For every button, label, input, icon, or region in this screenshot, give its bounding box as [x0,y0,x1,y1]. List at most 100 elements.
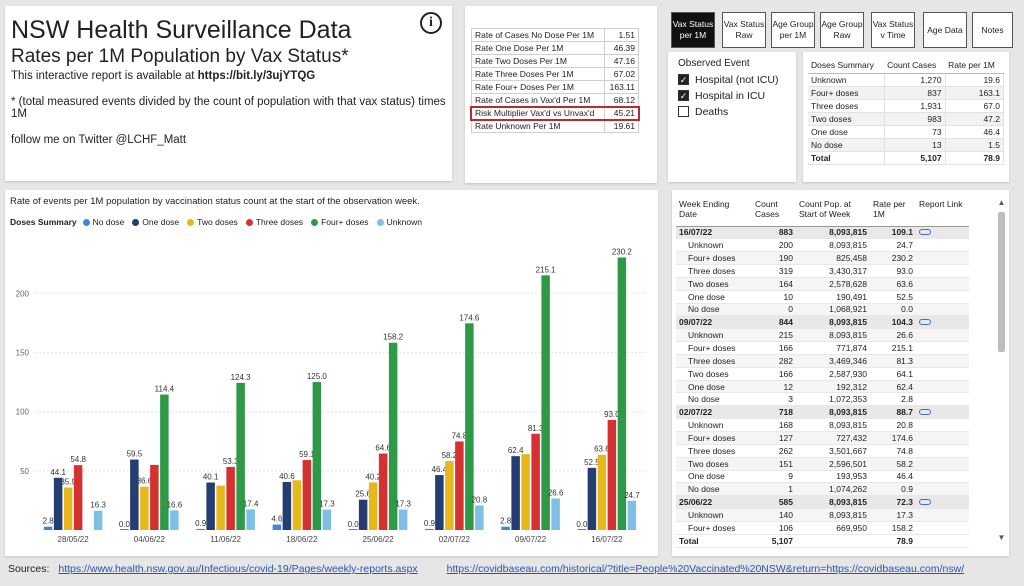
nav-button-age-group-per-1m[interactable]: Age Group per 1M [771,12,815,48]
table-row[interactable]: No dose 0 1,068,921 0.0 [676,303,969,317]
checkbox-icon[interactable] [678,106,689,117]
nav-button-vax-status-raw[interactable]: Vax Status Raw [722,12,766,48]
info-icon[interactable]: i [420,12,442,34]
bar-two-doses-16-07-22[interactable] [597,454,607,530]
bar-three-doses-02-07-22[interactable] [455,441,464,530]
table-row[interactable]: No dose 1 1,074,262 0.9 [676,482,969,497]
legend-item-unknown[interactable]: Unknown [376,217,422,227]
scroll-thumb[interactable] [998,212,1005,352]
bar-one-dose-18-06-22[interactable] [282,481,292,530]
link-icon[interactable] [919,499,931,506]
table-row[interactable]: Unknown 168 8,093,815 20.8 [676,418,969,432]
table-row[interactable]: No dose 13 1.5 [808,138,1005,152]
table-row[interactable]: No dose 3 1,072,353 2.8 [676,392,969,407]
bar-three-doses-18-06-22[interactable] [302,460,312,530]
bar-no-dose-28-05-22[interactable] [43,526,53,530]
week-group-row[interactable]: 09/07/22 844 8,093,815 104.3 [676,315,969,330]
table-row[interactable]: Four+ doses 837 163.1 [808,86,1005,100]
bar-unknown-02-07-22[interactable] [475,505,484,530]
bar-four-doses-02-07-22[interactable] [465,323,474,530]
bar-one-dose-11-06-22[interactable] [206,482,215,530]
bar-two-doses-09-07-22[interactable] [521,454,530,530]
legend-item-two-doses[interactable]: Two doses [187,217,238,227]
bar-no-dose-09-07-22[interactable] [501,526,510,530]
bar-chart[interactable]: 50 100 150 200 2.8 44.135.9 54.8 16.3 28/05/22 0.… [5,230,658,552]
table-row[interactable]: Three doses 282 3,469,346 81.3 [676,354,969,368]
legend-item-four-doses[interactable]: Four+ doses [311,217,369,227]
source-link-nsw-health[interactable]: https://www.health.nsw.gov.au/Infectious… [58,563,418,575]
week-group-row[interactable]: 16/07/22 883 8,093,815 109.1 [676,225,969,240]
checkbox-icon[interactable]: ✓ [678,90,689,101]
weekly-header-pop[interactable]: Count Pop. at Start of Week [796,198,870,227]
bar-unknown-11-06-22[interactable] [246,509,255,530]
table-row[interactable]: One dose 73 46.4 [808,125,1005,139]
bar-no-dose-02-07-22[interactable] [425,528,434,530]
legend-item-no-dose[interactable]: No dose [82,217,124,227]
weekly-header-link[interactable]: Report Link [916,198,969,227]
nav-button-vax-status-v-time[interactable]: Vax Status v Time [871,12,915,48]
bar-four-doses-16-07-22[interactable] [617,257,627,530]
table-row[interactable]: Four+ doses 106 669,950 158.2 [676,521,969,535]
scrollbar[interactable]: ▲ ▼ [997,198,1006,543]
nav-button-vax-status-per-1m[interactable]: Vax Status per 1M [671,12,715,48]
bar-three-doses-16-07-22[interactable] [607,419,617,530]
link-icon[interactable] [919,229,931,236]
weekly-header-rate[interactable]: Rate per 1M [870,198,916,227]
table-row[interactable]: Four+ doses 166 771,874 215.1 [676,341,969,355]
bar-two-doses-11-06-22[interactable] [216,485,225,530]
scroll-up-icon[interactable]: ▲ [997,198,1006,207]
table-row[interactable]: Three doses 1,931 67.0 [808,99,1005,113]
checkbox-hospital-not-icu[interactable]: ✓ Hospital (not ICU) [678,73,786,86]
legend-item-three-doses[interactable]: Three doses [245,217,303,227]
bar-four-doses-04-06-22[interactable] [160,394,169,530]
table-row[interactable]: Unknown 200 8,093,815 24.7 [676,238,969,253]
table-row[interactable]: Unknown 215 8,093,815 26.6 [676,328,969,343]
doses-header-type[interactable]: Doses Summary [808,57,885,74]
nav-button-age-data[interactable]: Age Data [923,12,967,48]
report-link[interactable]: https://bit.ly/3ujYTQG [197,70,316,82]
checkbox-hospital-in-icu[interactable]: ✓ Hospital in ICU [678,89,786,102]
bar-one-dose-25-06-22[interactable] [358,499,368,530]
bar-three-doses-11-06-22[interactable] [226,466,235,530]
bar-four-doses-18-06-22[interactable] [312,382,322,530]
bar-four-doses-11-06-22[interactable] [236,382,245,530]
bar-unknown-16-07-22[interactable] [627,500,637,530]
bar-three-doses-28-05-22[interactable] [73,465,83,530]
table-row[interactable]: Three doses 262 3,501,667 74.8 [676,444,969,458]
nav-button-notes[interactable]: Notes [972,12,1013,48]
bar-two-doses-04-06-22[interactable] [140,486,149,530]
bar-unknown-18-06-22[interactable] [322,509,332,530]
table-row[interactable]: Four+ doses 190 825,458 230.2 [676,251,969,266]
week-group-row[interactable]: 25/06/22 585 8,093,815 72.3 [676,495,969,510]
bar-four-doses-25-06-22[interactable] [388,342,398,530]
bar-one-dose-16-07-22[interactable] [587,467,597,530]
bar-one-dose-09-07-22[interactable] [511,456,520,530]
source-link-covidbaseau[interactable]: https://covidbaseau.com/historical/?titl… [446,563,965,575]
bar-unknown-25-06-22[interactable] [398,509,408,530]
checkbox-icon[interactable]: ✓ [678,74,689,85]
bar-two-doses-28-05-22[interactable] [63,487,73,530]
link-icon[interactable] [919,409,931,416]
table-row[interactable]: Two doses 151 2,596,501 58.2 [676,457,969,471]
bar-one-dose-28-05-22[interactable] [53,477,63,530]
link-icon[interactable] [919,319,931,326]
table-row[interactable]: Two doses 166 2,587,930 64.1 [676,367,969,381]
scroll-track[interactable] [997,208,1006,533]
week-group-row[interactable]: 02/07/22 718 8,093,815 88.7 [676,405,969,420]
doses-header-rate[interactable]: Rate per 1M [945,57,1004,74]
table-row[interactable]: Two doses 164 2,578,628 63.6 [676,277,969,291]
bar-unknown-28-05-22[interactable] [93,510,103,530]
table-row[interactable]: One dose 12 192,312 62.4 [676,380,969,394]
table-row[interactable]: Unknown 1,270 19.6 [808,73,1005,87]
bar-three-doses-25-06-22[interactable] [378,453,388,530]
scroll-down-icon[interactable]: ▼ [997,533,1006,542]
bar-three-doses-09-07-22[interactable] [531,433,540,530]
checkbox-deaths[interactable]: Deaths [678,105,786,118]
table-row[interactable]: Two doses 983 47.2 [808,112,1005,126]
legend-item-one-dose[interactable]: One dose [132,217,179,227]
doses-header-count[interactable]: Count Cases [884,57,946,74]
table-row[interactable]: One dose 10 190,491 52.5 [676,290,969,304]
bar-one-dose-02-07-22[interactable] [435,475,444,530]
bar-two-doses-18-06-22[interactable] [292,480,302,530]
bar-four-doses-09-07-22[interactable] [541,275,550,530]
